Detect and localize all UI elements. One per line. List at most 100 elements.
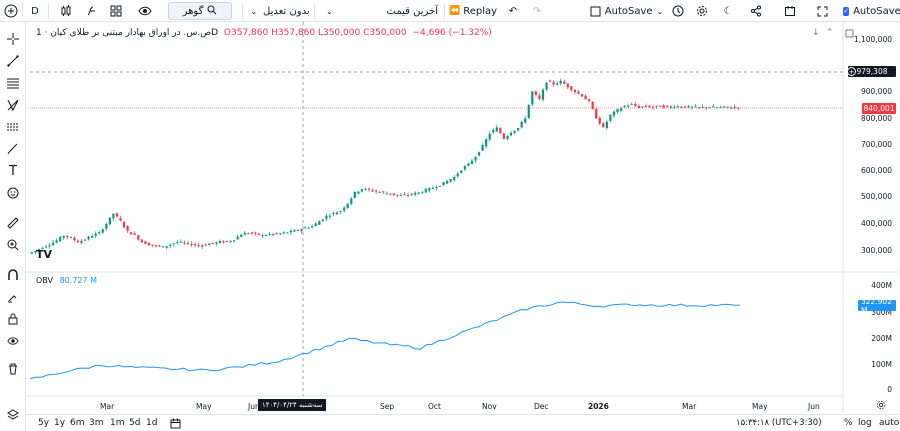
range-1d[interactable]: 1d	[146, 418, 158, 428]
candle-body	[126, 226, 129, 231]
candle-body	[431, 187, 435, 189]
text-icon[interactable]: T	[9, 163, 17, 179]
ruler-icon[interactable]	[3, 214, 23, 232]
candle-body	[364, 188, 367, 190]
candle-body	[410, 193, 413, 195]
obv-line	[29, 301, 741, 379]
alert-icon[interactable]	[670, 2, 686, 20]
price-type-dropdown[interactable]: ⌄ آخرین قیمت	[322, 2, 442, 20]
candle-body	[300, 229, 303, 232]
candle-body	[76, 240, 80, 243]
candle-body	[101, 229, 104, 233]
candle-body	[619, 108, 623, 111]
close-value: C350,000	[363, 28, 407, 38]
candle-body	[453, 177, 456, 181]
layout-square-icon[interactable]	[588, 2, 602, 20]
candle-body	[577, 91, 580, 94]
lock-icon[interactable]	[3, 310, 23, 328]
fullscreen-icon[interactable]	[814, 2, 830, 20]
candle-body	[357, 191, 360, 194]
collapse-icon[interactable]: ⌃	[826, 28, 834, 38]
candle-body	[325, 215, 328, 219]
candle-body	[541, 89, 545, 100]
eye-icon[interactable]	[136, 2, 154, 20]
range-1y[interactable]: 1y	[54, 418, 66, 428]
calendar-icon[interactable]	[170, 418, 181, 431]
emoji-icon[interactable]	[3, 184, 23, 202]
candle-body	[690, 106, 694, 108]
prediction-icon[interactable]	[3, 118, 23, 136]
tv-logo: TV	[36, 248, 53, 261]
candle-body	[328, 215, 332, 217]
brush-icon[interactable]	[3, 140, 23, 158]
range-3m[interactable]: 3m	[89, 418, 104, 428]
candle-body	[662, 105, 665, 108]
interval-button[interactable]: D	[31, 5, 39, 17]
zoom-in-icon[interactable]	[3, 236, 23, 254]
candle-body	[424, 189, 427, 193]
replay-button[interactable]: ⏪ Replay	[449, 2, 498, 20]
layout-grid-icon[interactable]	[108, 2, 124, 20]
trend-line-icon[interactable]	[3, 52, 23, 70]
object-tree-icon[interactable]	[3, 406, 23, 424]
symbol-name[interactable]: ص.س. در اوراق بهادار مبتنی بر طلای کیان …	[36, 28, 219, 38]
auto-toggle[interactable]: auto	[879, 418, 900, 428]
candle-body	[651, 106, 655, 108]
range-1m[interactable]: 1m	[110, 418, 125, 428]
candle-body	[296, 230, 300, 232]
candle-body	[609, 114, 612, 121]
moon-icon[interactable]: ☾	[723, 5, 733, 17]
magnet-icon[interactable]	[3, 266, 23, 284]
pattern-icon[interactable]	[3, 96, 23, 114]
range-5d[interactable]: 5d	[129, 418, 141, 428]
candle-body	[98, 232, 101, 234]
candles-icon[interactable]	[58, 2, 74, 20]
eye-icon[interactable]	[3, 332, 23, 350]
change-value: −4,696 (−1.32%)	[412, 28, 492, 38]
candle-body	[595, 108, 598, 119]
snapshot-icon[interactable]	[782, 2, 798, 20]
clock[interactable]: ۱۵:۳۴:۱۸ (UTC+3:30)	[736, 418, 822, 428]
fib-retracement-icon[interactable]	[3, 74, 23, 92]
candle-body	[279, 233, 282, 235]
autosave-button[interactable]: AutoSave ⌄	[605, 2, 663, 20]
candle-body	[94, 233, 97, 236]
drawing-toolbar: T	[0, 22, 26, 431]
redo-icon[interactable]: ↷	[532, 5, 542, 17]
candle-body	[140, 239, 143, 243]
undo-icon[interactable]: ↶	[508, 5, 518, 17]
adjust-dropdown[interactable]: ⌄ بدون تعدیل	[250, 2, 310, 20]
gear-icon[interactable]	[694, 2, 710, 20]
percent-toggle[interactable]: %	[844, 418, 853, 428]
candle-body	[371, 190, 374, 192]
move-down-icon[interactable]: ↓	[812, 28, 820, 38]
autosave-toggle[interactable]: ✓ AutoSave	[843, 2, 900, 20]
range-5y[interactable]: 5y	[38, 418, 50, 428]
obv-name[interactable]: OBV	[36, 276, 54, 285]
obv-tick: 200M	[871, 334, 892, 343]
candle-body	[87, 236, 90, 240]
add-alert-icon[interactable]: +	[847, 67, 856, 76]
obv-legend: OBV 80.727 M	[36, 276, 97, 285]
add-symbol-icon[interactable]	[2, 2, 20, 20]
indicators-icon[interactable]	[84, 2, 100, 20]
crosshair-icon[interactable]	[3, 30, 23, 48]
candle-body	[385, 193, 388, 195]
maximize-icon[interactable]	[845, 28, 854, 41]
trash-icon[interactable]	[3, 360, 23, 378]
price-tick: 1,100,000	[853, 35, 892, 44]
candle-body	[580, 94, 584, 97]
replay-label: Replay	[463, 5, 498, 17]
log-toggle[interactable]: log	[858, 418, 872, 428]
range-6m[interactable]: 6m	[70, 418, 85, 428]
candle-body	[69, 237, 72, 239]
stay-in-drawing-icon[interactable]	[3, 288, 23, 306]
time-tick: 2026	[588, 402, 609, 411]
gear-icon[interactable]	[876, 400, 886, 413]
candle-body	[158, 245, 161, 247]
candle-body	[268, 233, 271, 235]
symbol-search-button[interactable]: گوهر	[168, 2, 232, 20]
candle-body	[566, 83, 569, 88]
share-icon[interactable]	[748, 2, 764, 20]
